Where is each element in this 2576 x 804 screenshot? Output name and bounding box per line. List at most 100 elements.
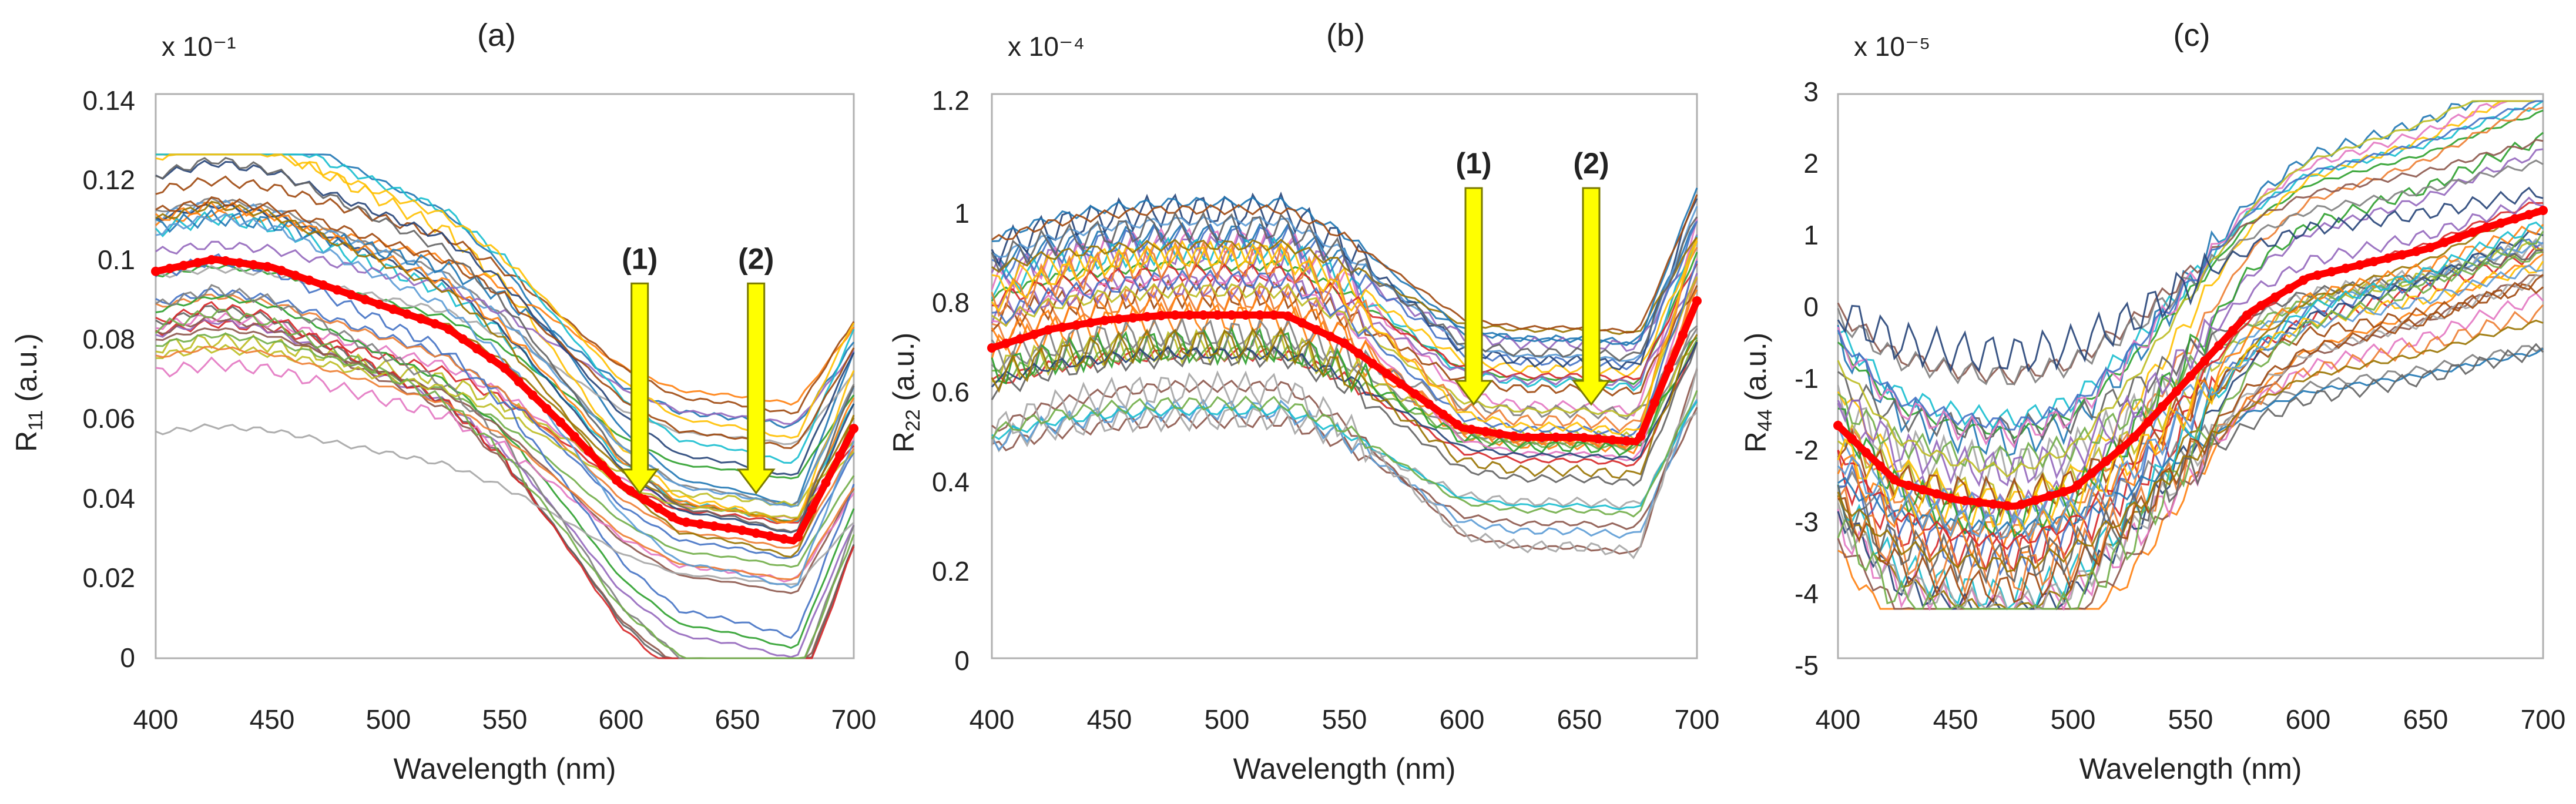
x-tick-label: 550 — [2168, 704, 2213, 735]
spectrum-line — [991, 407, 1698, 530]
mean-point — [835, 451, 845, 461]
mean-series — [151, 255, 858, 545]
mean-point — [1974, 497, 1984, 507]
y-tick-labels: -5 -4 -3 -2 -1 0 1 2 3 — [1795, 76, 1819, 681]
mean-point — [1861, 448, 1871, 458]
mean-point — [625, 486, 635, 495]
x-tick-label: 550 — [1322, 704, 1367, 735]
mean-point — [234, 258, 244, 268]
mean-point — [388, 304, 398, 314]
plot-area — [1833, 93, 2548, 659]
y-axis-label: R44 (a.u.) — [1739, 333, 1776, 453]
x-tick-label: 700 — [2521, 704, 2566, 735]
spectrum-line — [991, 369, 1698, 555]
spectrum-line — [155, 331, 855, 507]
spectrum-line — [991, 187, 1698, 346]
spectrum-line — [155, 327, 855, 594]
mean-point — [1312, 325, 1321, 334]
y-axis-label: R22 (a.u.) — [887, 333, 924, 453]
spectrum-line — [155, 344, 855, 519]
mean-point — [1354, 349, 1363, 359]
mean-point — [1100, 316, 1109, 326]
mean-point — [2341, 263, 2350, 273]
spectrum-line — [1837, 251, 2544, 474]
spectrum-line — [991, 398, 1698, 539]
mean-point — [1537, 433, 1547, 442]
mean-point — [1847, 434, 1857, 444]
x-tick-label: 550 — [482, 704, 528, 735]
mean-point — [639, 494, 649, 504]
mean-point — [1678, 330, 1688, 340]
mean-point — [1283, 311, 1293, 321]
x-tick-label: 650 — [1557, 704, 1602, 735]
spectrum-line — [1837, 132, 2544, 538]
mean-point — [1579, 433, 1589, 443]
plot-area — [987, 93, 1702, 659]
plot-area — [151, 93, 858, 659]
x-axis-label: Wavelength (nm) — [1233, 752, 1456, 785]
mean-point — [807, 505, 817, 515]
spectrum-line — [155, 197, 855, 507]
spectrum-line — [1837, 202, 2544, 551]
y-tick-labels: 0 0.2 0.4 0.6 0.8 1 1.2 — [932, 85, 970, 676]
spectrum-line — [155, 196, 855, 450]
mean-point — [318, 280, 328, 290]
y-tick-label: 0 — [1803, 292, 1819, 322]
spectrum-line — [1837, 196, 2544, 487]
mean-point — [556, 417, 565, 427]
y-tick-label: 3 — [1803, 76, 1819, 107]
mean-point — [263, 262, 273, 272]
x-tick-label: 450 — [1087, 704, 1132, 735]
mean-point — [151, 266, 160, 276]
mean-point — [2031, 495, 2040, 505]
mean-point — [2087, 468, 2097, 478]
mean-point — [2524, 210, 2534, 220]
mean-point — [1340, 339, 1349, 348]
mean-point — [1382, 369, 1391, 378]
x-tick-label: 500 — [2051, 704, 2096, 735]
mean-point — [220, 256, 230, 266]
mean-point — [2355, 260, 2364, 270]
mean-point — [472, 344, 482, 354]
mean-point — [2369, 257, 2379, 267]
plot-frame — [155, 93, 855, 659]
scale-label: x 10⁻⁴ — [1008, 31, 1085, 62]
y-tick-label: 0 — [120, 642, 135, 673]
mean-point — [1481, 427, 1490, 437]
spectrum-line — [1837, 100, 2543, 431]
spectrum-line — [155, 159, 855, 476]
mean-point — [1255, 310, 1264, 320]
mean-point — [1114, 314, 1123, 324]
mean-point — [179, 260, 189, 270]
spectrum-line — [155, 423, 855, 585]
mean-point — [1565, 433, 1575, 442]
mean-point — [1438, 410, 1448, 419]
mean-point — [2482, 222, 2491, 232]
spectrum-line — [991, 252, 1698, 386]
annotation-label: (2) — [738, 242, 774, 275]
y-tick-label: 0.02 — [82, 562, 135, 593]
mean-point — [1622, 436, 1631, 446]
y-axis-label: R11 (a.u.) — [10, 333, 47, 452]
mean-point — [2186, 371, 2195, 381]
mean-point — [346, 290, 356, 300]
y-tick-label: -2 — [1795, 435, 1819, 465]
scale-label: x 10⁻⁵ — [1854, 31, 1930, 62]
y-tick-label: 1.2 — [932, 85, 970, 116]
mean-point — [1170, 310, 1180, 320]
y-tick-label: 0.4 — [932, 467, 970, 497]
mean-point — [2510, 214, 2520, 224]
mean-point — [2538, 206, 2548, 215]
spectrum-line — [1837, 260, 2544, 532]
mean-point — [1269, 310, 1279, 320]
mean-point — [709, 521, 719, 531]
mean-point — [1904, 481, 1913, 490]
mean-point — [1594, 434, 1603, 444]
mean-point — [514, 377, 524, 387]
mean-point — [1467, 424, 1476, 434]
mean-point — [1608, 435, 1617, 445]
mean-point — [751, 528, 761, 538]
mean-point — [290, 270, 300, 280]
spectrum-line — [1837, 139, 2544, 386]
